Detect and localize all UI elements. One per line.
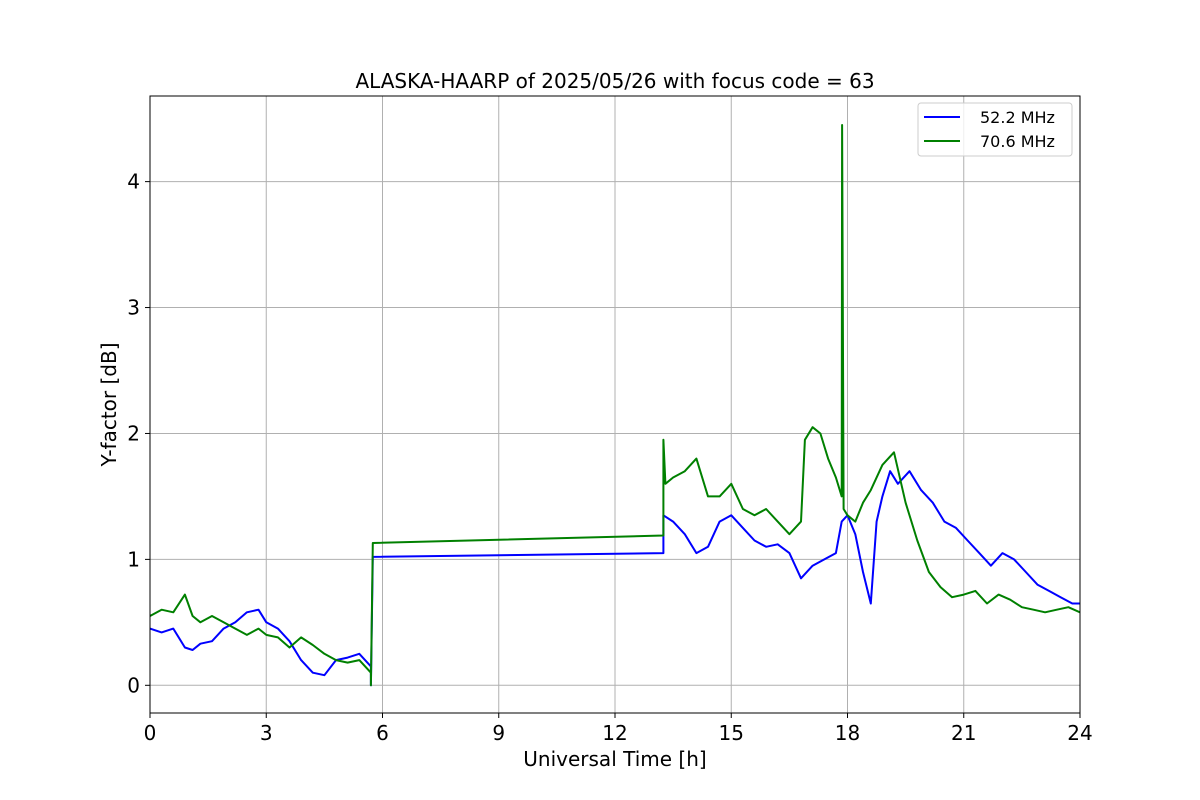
x-tick-label: 12 (602, 721, 627, 745)
x-axis-label: Universal Time [h] (523, 747, 706, 771)
x-tick-label: 9 (492, 721, 505, 745)
y-axis-label: Y-factor [dB] (97, 342, 121, 467)
x-tick-label: 6 (376, 721, 389, 745)
y-tick-label: 3 (127, 296, 140, 320)
y-tick-label: 4 (127, 170, 140, 194)
legend-label-52mhz: 52.2 MHz (980, 108, 1055, 127)
y-tick-label: 0 (127, 673, 140, 697)
x-tick-label: 18 (835, 721, 860, 745)
x-tick-label: 24 (1067, 721, 1092, 745)
legend: 52.2 MHz 70.6 MHz (917, 102, 1073, 157)
chart-title: ALASKA-HAARP of 2025/05/26 with focus co… (355, 69, 874, 93)
series-line-52mhz (150, 470, 1080, 687)
y-tick-label: 2 (127, 421, 140, 445)
y-axis-ticks: 0 1 2 3 4 (127, 170, 150, 697)
x-tick-label: 15 (719, 721, 744, 745)
legend-label-70mhz: 70.6 MHz (980, 132, 1055, 151)
x-tick-label: 21 (951, 721, 976, 745)
series-layer (150, 124, 1080, 687)
series-line-70mhz (150, 124, 1080, 687)
x-axis-ticks: 0 3 6 9 12 15 18 21 24 (144, 713, 1093, 745)
x-tick-label: 3 (260, 721, 273, 745)
y-tick-label: 1 (127, 547, 140, 571)
x-tick-label: 0 (144, 721, 157, 745)
